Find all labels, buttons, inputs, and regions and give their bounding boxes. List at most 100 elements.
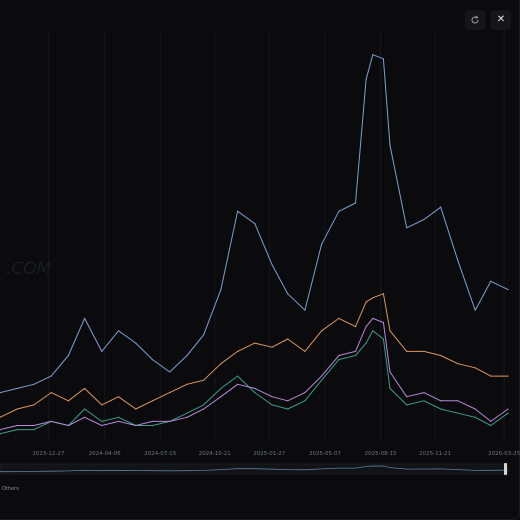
data-point-1-1 (16, 387, 18, 390)
data-point-1-14 (236, 210, 239, 212)
data-point-2-14 (236, 350, 239, 352)
data-point-1-0 (0, 391, 1, 394)
data-point-1-2 (33, 383, 35, 385)
data-point-1-12 (203, 334, 205, 336)
data-point-3-18 (304, 391, 306, 394)
data-point-2-11 (186, 383, 188, 385)
data-point-2-32 (507, 375, 509, 377)
data-point-1-15 (254, 223, 256, 225)
x-tick-label: 2024-04-06 (89, 451, 121, 457)
data-point-2-6 (101, 404, 103, 406)
data-point-1-26 (406, 227, 408, 229)
data-point-4-7 (117, 416, 120, 418)
data-point-3-5 (83, 416, 86, 418)
data-point-3-12 (203, 408, 205, 410)
data-point-4-16 (271, 404, 273, 406)
data-point-4-21 (354, 354, 357, 357)
data-point-2-20 (338, 317, 340, 319)
data-point-4-28 (440, 408, 442, 410)
data-point-3-4 (67, 424, 70, 427)
data-point-3-24 (382, 321, 384, 324)
legend: Others (2, 486, 19, 492)
data-point-4-18 (304, 400, 306, 402)
data-point-2-27 (423, 350, 425, 352)
x-tick-label: 2026-03-25 (488, 451, 520, 457)
range-navigator[interactable] (0, 463, 509, 475)
data-point-1-17 (287, 293, 289, 295)
refresh-button[interactable] (465, 10, 485, 30)
data-point-4-12 (203, 404, 205, 406)
data-point-1-31 (490, 280, 492, 282)
close-button[interactable]: ✕ (491, 10, 511, 30)
x-tick-label: 2025-01-27 (253, 451, 285, 457)
data-point-1-16 (271, 264, 273, 266)
data-point-4-26 (406, 404, 408, 406)
data-point-3-2 (33, 424, 35, 427)
watermark: .COM (6, 259, 52, 279)
data-point-4-27 (423, 400, 425, 402)
data-point-4-30 (474, 416, 476, 418)
x-tick-label: 2025-11-21 (419, 451, 451, 457)
data-point-4-13 (220, 387, 222, 390)
data-point-4-9 (151, 424, 154, 427)
x-tick-label: 2024-10-21 (199, 451, 231, 457)
series-line-4 (0, 330, 509, 435)
data-point-3-17 (287, 400, 289, 402)
data-point-2-17 (287, 338, 289, 340)
data-point-3-7 (117, 420, 120, 422)
data-point-1-25 (389, 144, 391, 146)
series-line-1 (0, 54, 509, 394)
data-point-4-2 (33, 429, 35, 431)
navigator-handle-right (504, 463, 507, 475)
x-axis: 2023-12-27 2024-04-06 2024-07-15 2024-10-21… (32, 451, 520, 457)
data-point-3-25 (389, 371, 391, 373)
data-point-3-28 (440, 400, 442, 402)
data-point-2-13 (220, 363, 222, 365)
close-icon: ✕ (496, 14, 506, 25)
data-point-3-9 (151, 420, 154, 422)
series-layer (0, 54, 509, 435)
legend-item-others[interactable]: Others (2, 486, 19, 492)
data-point-4-14 (236, 375, 239, 377)
data-point-1-29 (457, 260, 459, 262)
data-point-2-30 (474, 367, 476, 369)
data-point-2-4 (67, 400, 70, 402)
data-point-1-8 (135, 342, 137, 344)
x-tick-label: 2024-07-15 (144, 451, 176, 457)
data-point-4-24 (382, 338, 384, 340)
data-point-2-3 (50, 391, 52, 394)
data-point-2-10 (169, 391, 171, 394)
data-point-4-25 (389, 387, 391, 390)
data-point-3-32 (507, 408, 509, 410)
data-point-3-26 (406, 396, 408, 398)
data-point-3-13 (220, 396, 222, 398)
data-point-2-0 (0, 416, 1, 418)
data-point-2-9 (151, 400, 154, 402)
data-point-4-17 (287, 408, 289, 410)
data-point-3-21 (354, 350, 357, 352)
data-point-2-28 (440, 354, 442, 357)
data-point-3-15 (254, 387, 256, 390)
data-point-1-28 (440, 206, 442, 208)
navigator-line (0, 465, 509, 473)
data-point-3-14 (236, 383, 239, 385)
data-point-3-10 (169, 420, 171, 422)
data-point-3-27 (423, 391, 425, 394)
data-point-2-21 (354, 326, 357, 328)
data-point-3-19 (321, 375, 323, 377)
data-point-3-29 (457, 400, 459, 402)
data-point-4-23 (372, 330, 374, 332)
x-tick-label: 2025-08-15 (365, 451, 397, 457)
data-point-1-11 (186, 354, 188, 357)
data-point-3-31 (490, 420, 492, 422)
data-point-1-6 (101, 350, 103, 352)
data-point-3-6 (101, 424, 103, 427)
data-point-3-1 (16, 424, 18, 427)
data-point-2-22 (365, 301, 367, 303)
data-point-4-32 (507, 412, 509, 414)
data-point-3-8 (135, 424, 137, 427)
data-point-4-19 (321, 379, 323, 381)
data-point-1-4 (67, 354, 70, 357)
